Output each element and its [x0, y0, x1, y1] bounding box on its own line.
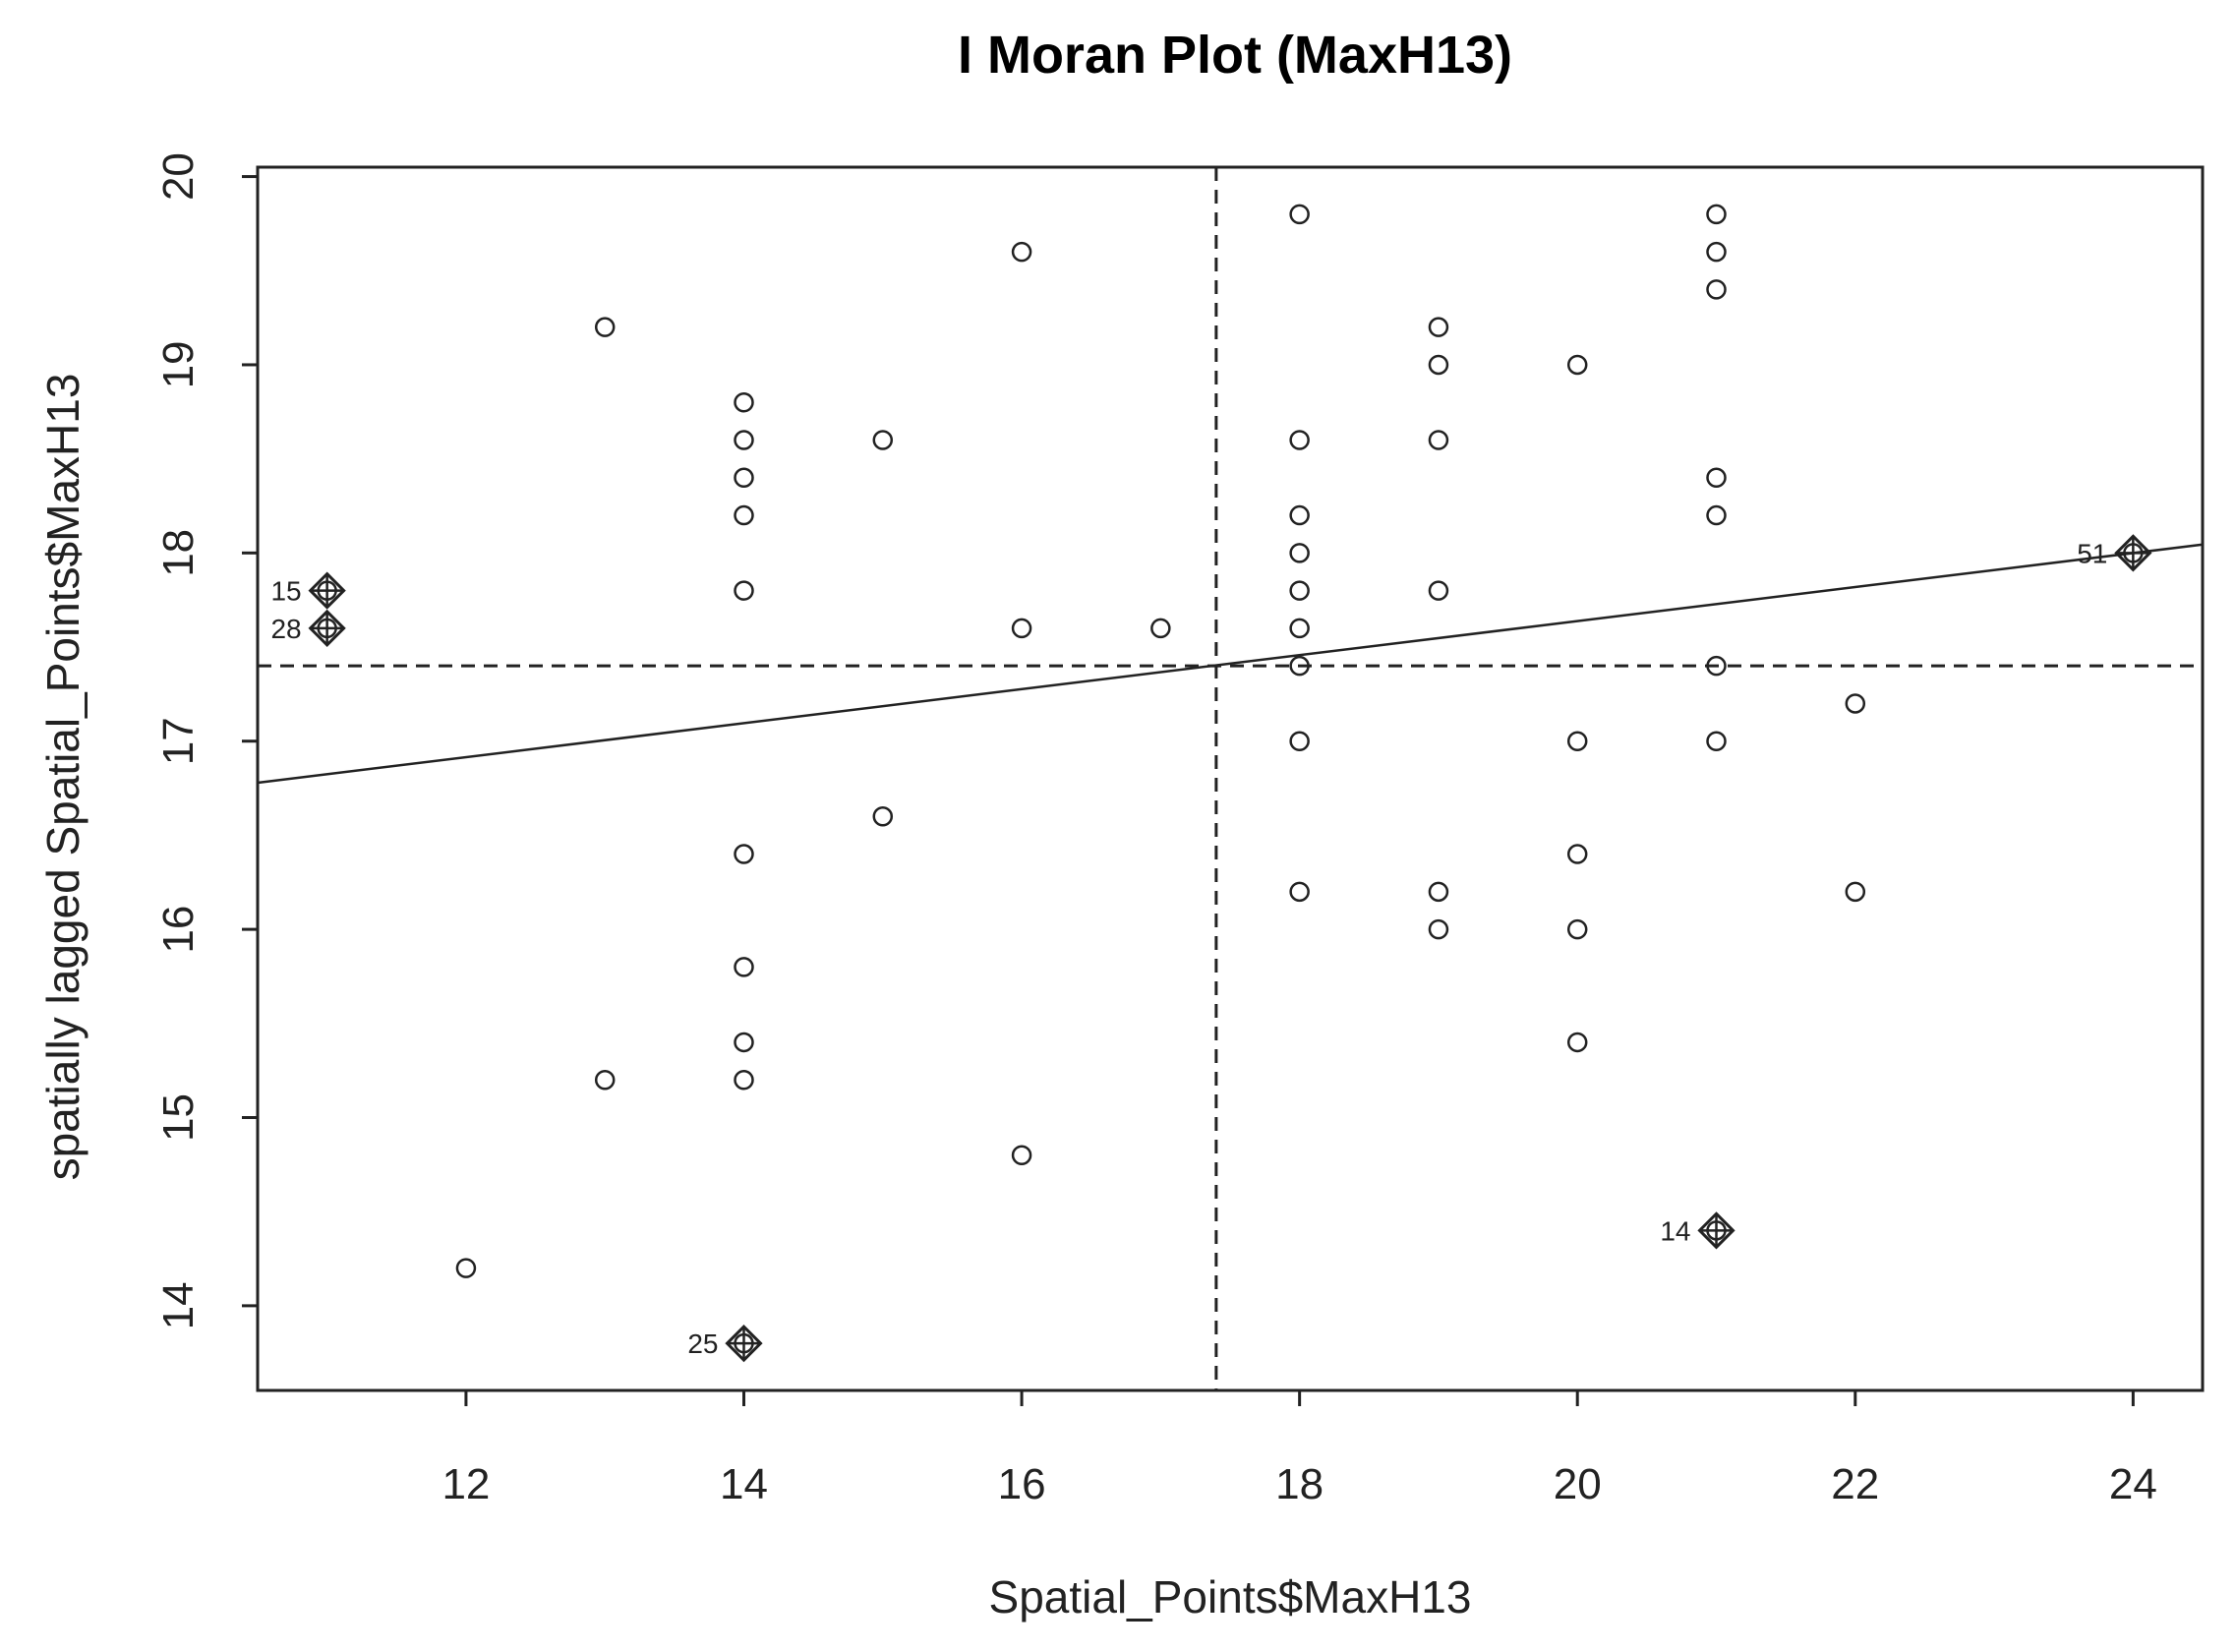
x-tick-label: 24	[2109, 1460, 2157, 1508]
influential-circle	[317, 618, 337, 639]
data-point	[872, 430, 894, 450]
data-point	[1566, 354, 1588, 376]
data-point	[1566, 918, 1588, 940]
data-point	[594, 317, 616, 337]
data-point	[1428, 354, 1449, 376]
influential-label: 25	[687, 1328, 718, 1359]
data-point	[734, 844, 754, 864]
x-tick-label: 20	[1554, 1460, 1602, 1508]
data-point	[734, 957, 754, 977]
data-point	[1011, 618, 1032, 639]
data-point	[1289, 430, 1310, 450]
plot-area	[256, 165, 2205, 1392]
data-point	[1706, 241, 1727, 263]
y-tick-label: 14	[154, 1281, 203, 1329]
y-tick-label: 17	[154, 717, 203, 765]
influential-circle	[734, 1332, 754, 1354]
data-points	[455, 204, 1866, 1278]
x-tick-label: 22	[1831, 1460, 1879, 1508]
data-point	[1428, 317, 1449, 337]
influential-point: 14	[1660, 1211, 1736, 1250]
data-point	[1566, 844, 1588, 864]
data-point	[1289, 580, 1310, 601]
data-point	[1428, 580, 1449, 601]
influential-points: 15 28 25 14 51	[270, 534, 2152, 1363]
x-axis: 12 14 16 18 20 22 24	[441, 1388, 2157, 1508]
y-tick-label: 15	[154, 1093, 203, 1142]
reference-lines	[257, 167, 2204, 1390]
data-point	[1289, 731, 1310, 751]
data-point	[1845, 881, 1866, 903]
influential-label: 15	[270, 576, 301, 607]
data-point	[1289, 204, 1310, 225]
data-point	[734, 391, 754, 413]
y-tick-label: 18	[154, 529, 203, 577]
data-point	[455, 1258, 477, 1278]
data-point	[734, 504, 754, 526]
data-point	[1706, 655, 1727, 677]
data-point	[734, 467, 754, 489]
data-point	[1289, 881, 1310, 903]
data-point	[1289, 504, 1310, 526]
data-point	[1289, 543, 1310, 563]
influential-circle	[317, 580, 337, 601]
x-tick-label: 14	[720, 1460, 768, 1508]
data-point	[1428, 918, 1449, 940]
data-point	[1845, 693, 1866, 714]
influential-label: 14	[1660, 1215, 1690, 1246]
data-point	[1706, 731, 1727, 751]
x-tick-label: 16	[998, 1460, 1046, 1508]
data-point	[1706, 204, 1727, 225]
x-axis-label: Spatial_Points$MaxH13	[989, 1571, 1472, 1622]
influential-point: 28	[270, 609, 346, 648]
y-tick-label: 20	[154, 152, 203, 201]
influential-point: 15	[270, 571, 346, 610]
data-point	[1289, 618, 1310, 639]
data-point	[1289, 655, 1310, 677]
data-point	[1706, 279, 1727, 300]
data-point	[734, 430, 754, 450]
data-point	[1566, 1032, 1588, 1053]
data-point	[1566, 731, 1588, 751]
x-tick-label: 12	[441, 1460, 490, 1508]
influential-circle	[1706, 1220, 1727, 1241]
data-point	[734, 1032, 754, 1053]
influential-circle	[2123, 543, 2144, 563]
y-axis-label: spatially lagged Spatial_Points$MaxH13	[37, 374, 88, 1181]
data-point	[1428, 430, 1449, 450]
y-axis: 14 15 16 17 18 19 20	[154, 152, 260, 1329]
data-point	[734, 580, 754, 601]
data-point	[1428, 881, 1449, 903]
data-point	[1150, 618, 1171, 639]
influential-point: 51	[2077, 534, 2152, 572]
regression-line	[257, 543, 2204, 785]
y-tick-label: 16	[154, 906, 203, 954]
influential-label: 51	[2077, 538, 2107, 568]
data-point	[872, 806, 894, 827]
chart-title: I Moran Plot (MaxH13)	[958, 26, 1512, 85]
y-tick-label: 19	[154, 340, 203, 388]
data-point	[1706, 467, 1727, 489]
influential-label: 28	[270, 614, 301, 644]
data-point	[734, 1069, 754, 1091]
data-point	[1706, 504, 1727, 526]
influential-point: 25	[687, 1325, 763, 1363]
data-point	[1011, 1145, 1032, 1166]
x-tick-label: 18	[1275, 1460, 1324, 1508]
data-point	[594, 1069, 616, 1091]
data-point	[1011, 241, 1032, 263]
